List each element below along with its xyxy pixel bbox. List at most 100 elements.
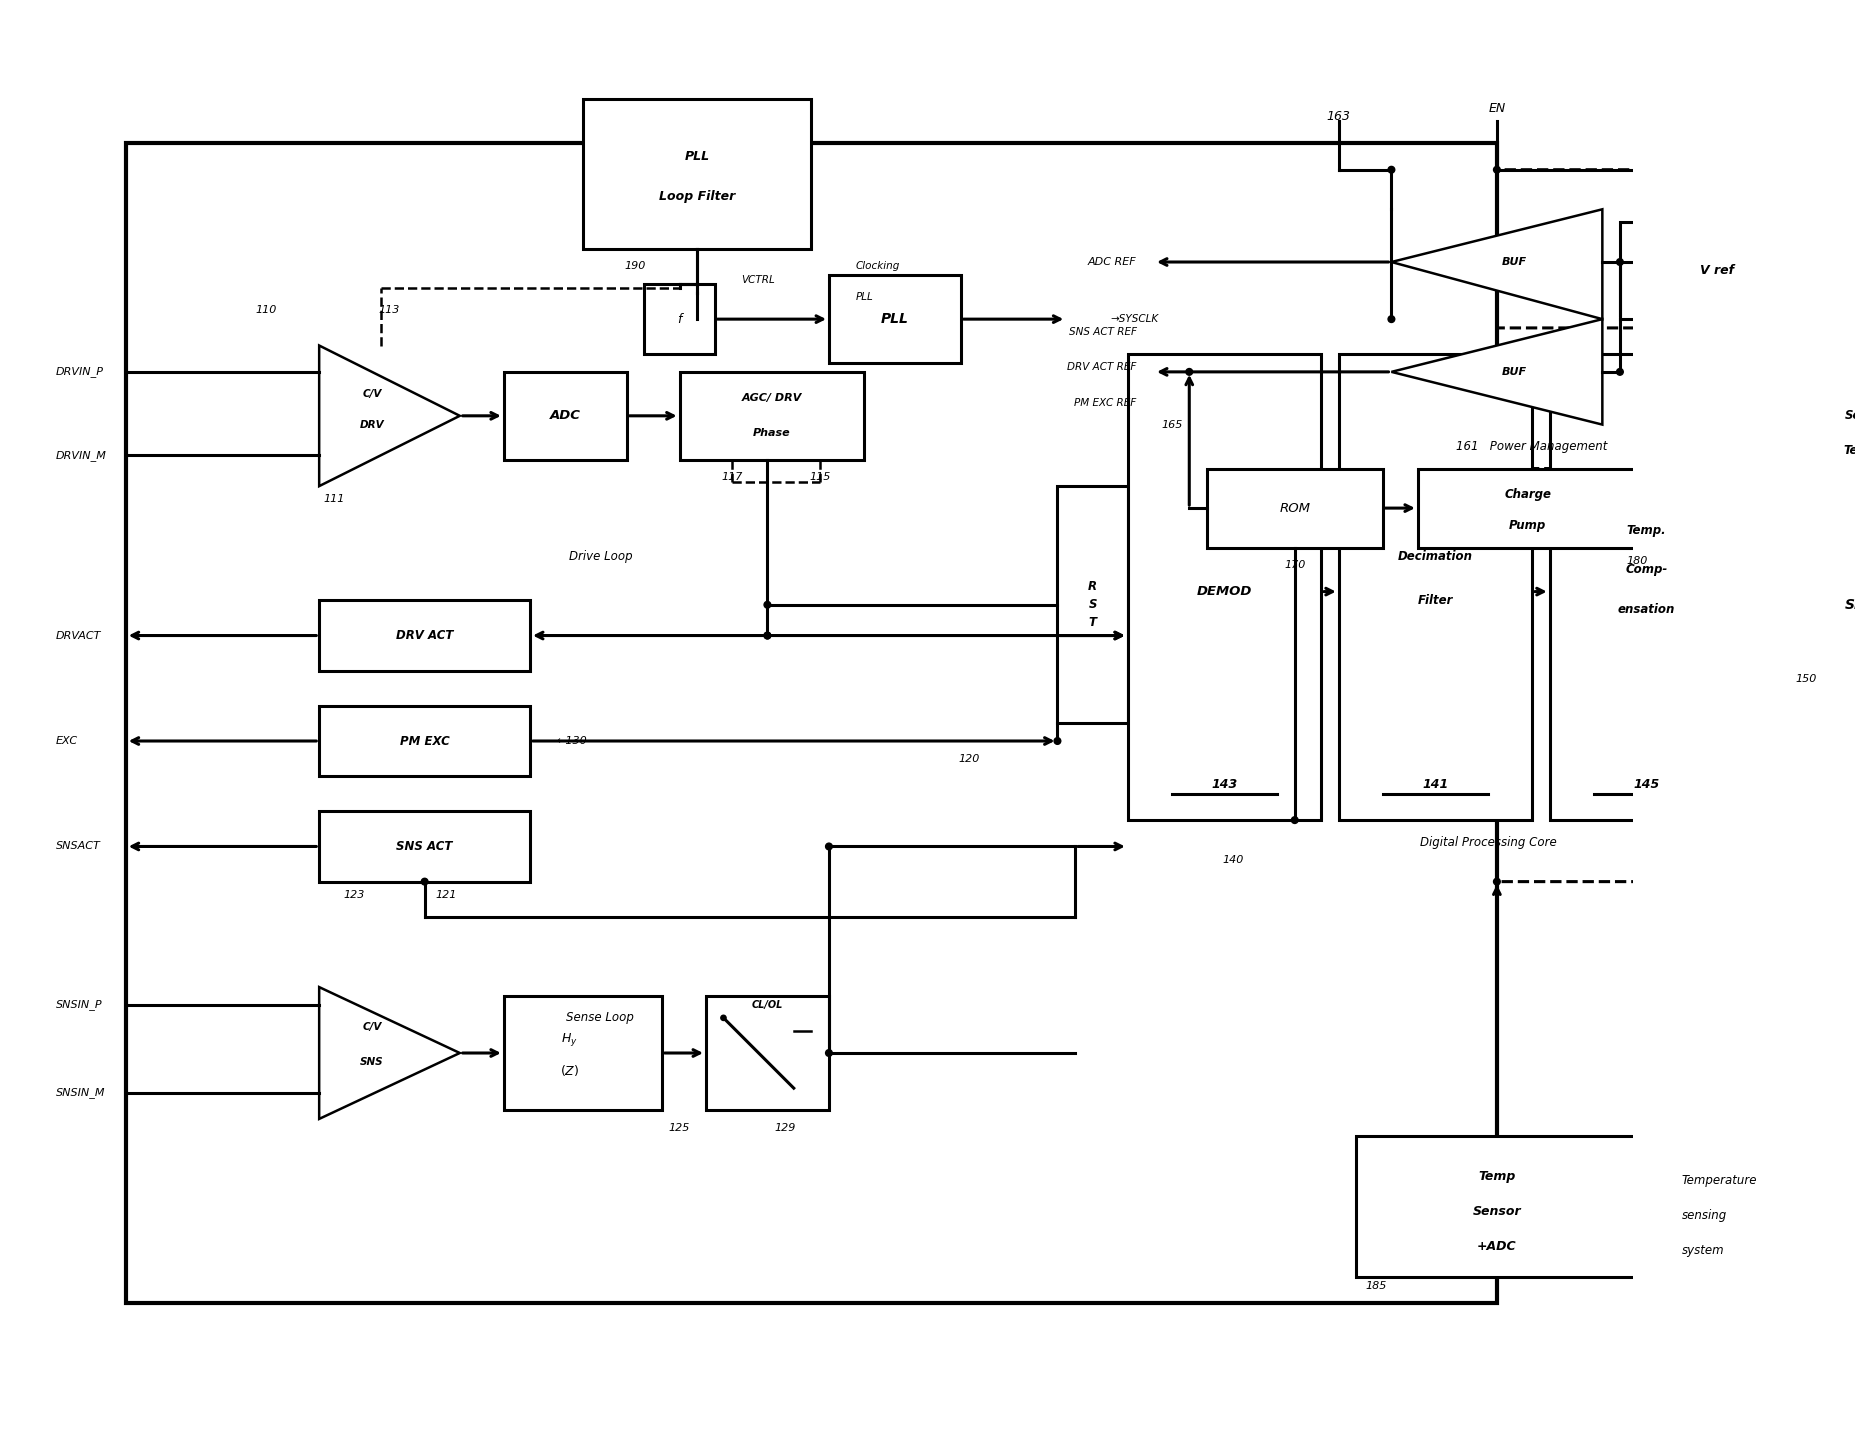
Text: V ref: V ref (1699, 264, 1734, 278)
Text: EN: EN (1488, 102, 1506, 115)
FancyBboxPatch shape (1339, 355, 1532, 819)
Text: Temp.: Temp. (1627, 523, 1666, 536)
Text: 129: 129 (774, 1123, 796, 1133)
Text: 170: 170 (1284, 561, 1306, 570)
Circle shape (421, 878, 429, 885)
Text: SNSIN_M: SNSIN_M (56, 1087, 106, 1098)
Text: 141: 141 (1423, 779, 1449, 792)
Polygon shape (1391, 209, 1603, 320)
Text: ←130: ←130 (556, 737, 588, 745)
FancyBboxPatch shape (1779, 372, 1855, 487)
Text: Sense Loop: Sense Loop (566, 1011, 634, 1024)
Text: DRVACT: DRVACT (56, 631, 100, 641)
Text: DRVIN_M: DRVIN_M (56, 450, 106, 461)
FancyBboxPatch shape (582, 99, 811, 248)
Text: BUF: BUF (1503, 257, 1527, 267)
Text: Phase: Phase (753, 429, 790, 439)
Circle shape (1757, 426, 1764, 433)
Text: DRV ACT REF: DRV ACT REF (1067, 362, 1137, 372)
Circle shape (764, 602, 770, 609)
Text: sensing: sensing (1681, 1209, 1727, 1222)
Text: C/V: C/V (362, 1021, 382, 1032)
Text: 161   Power Management: 161 Power Management (1456, 440, 1608, 453)
FancyBboxPatch shape (1356, 1136, 1638, 1277)
Circle shape (1388, 167, 1395, 173)
Text: Self: Self (1844, 410, 1855, 423)
Text: Digital Processing Core: Digital Processing Core (1419, 835, 1556, 849)
Text: 121: 121 (436, 889, 458, 899)
Circle shape (1634, 259, 1642, 266)
Circle shape (1054, 738, 1061, 744)
Text: 143: 143 (1211, 779, 1237, 792)
FancyBboxPatch shape (319, 706, 531, 776)
Text: Comp-: Comp- (1625, 564, 1668, 577)
Text: 115: 115 (809, 472, 831, 482)
Text: CL/OL: CL/OL (751, 1000, 783, 1010)
Text: ADC REF: ADC REF (1087, 257, 1137, 267)
FancyBboxPatch shape (319, 811, 531, 882)
Text: 120: 120 (959, 754, 979, 764)
Text: $H_y$: $H_y$ (562, 1032, 579, 1048)
FancyBboxPatch shape (1417, 468, 1638, 548)
Text: 150: 150 (1796, 674, 1818, 684)
Text: BUF: BUF (1503, 366, 1527, 376)
FancyBboxPatch shape (1779, 548, 1855, 663)
Circle shape (1493, 878, 1501, 885)
Text: VCTRL: VCTRL (740, 275, 775, 285)
Polygon shape (1391, 320, 1603, 424)
FancyBboxPatch shape (679, 372, 864, 459)
Circle shape (1634, 465, 1642, 472)
Text: Temperature: Temperature (1681, 1174, 1757, 1187)
Text: SPI: SPI (1844, 597, 1855, 612)
Text: f: f (677, 312, 681, 325)
Circle shape (1634, 167, 1642, 173)
Circle shape (1493, 167, 1501, 173)
Circle shape (825, 1049, 833, 1056)
Text: ADC: ADC (549, 410, 581, 423)
Circle shape (1291, 817, 1298, 824)
Text: 123: 123 (343, 889, 365, 899)
Text: 113: 113 (378, 305, 401, 315)
Text: PLL: PLL (855, 292, 874, 302)
Text: PLL: PLL (684, 150, 710, 163)
Circle shape (764, 632, 770, 639)
Text: DRV: DRV (360, 420, 384, 430)
FancyBboxPatch shape (505, 995, 662, 1110)
Text: R
S
T: R S T (1089, 580, 1096, 629)
Text: 163: 163 (1326, 110, 1350, 124)
Text: Drive Loop: Drive Loop (569, 549, 633, 562)
Text: $(Z)$: $(Z)$ (560, 1064, 579, 1078)
Circle shape (764, 632, 770, 639)
Text: ensation: ensation (1618, 603, 1675, 616)
Text: Pump: Pump (1508, 519, 1547, 532)
FancyBboxPatch shape (707, 995, 829, 1110)
Text: SNS ACT: SNS ACT (397, 840, 453, 853)
Text: DRVIN_P: DRVIN_P (56, 366, 104, 378)
Text: Decimation: Decimation (1399, 549, 1473, 562)
Text: 140: 140 (1222, 854, 1245, 865)
Text: 117: 117 (722, 472, 744, 482)
Circle shape (1388, 315, 1395, 323)
Text: 111: 111 (323, 494, 345, 504)
Text: SNS: SNS (360, 1056, 384, 1067)
Text: SNS ACT REF: SNS ACT REF (1068, 327, 1137, 337)
Text: →SYSCLK: →SYSCLK (1109, 314, 1158, 324)
FancyBboxPatch shape (829, 275, 961, 363)
Text: PLL: PLL (881, 312, 909, 325)
Text: Test: Test (1844, 445, 1855, 458)
FancyBboxPatch shape (1619, 222, 1814, 320)
Circle shape (1185, 369, 1193, 375)
Text: PM EXC: PM EXC (401, 735, 449, 747)
FancyBboxPatch shape (319, 600, 531, 671)
Polygon shape (319, 987, 460, 1119)
Text: SNSACT: SNSACT (56, 841, 100, 851)
FancyBboxPatch shape (1128, 355, 1321, 819)
Circle shape (1616, 259, 1623, 266)
Text: Clocking: Clocking (855, 262, 900, 272)
Text: C/V: C/V (362, 389, 382, 398)
Text: 180: 180 (1627, 556, 1649, 565)
Text: ROM: ROM (1280, 501, 1310, 514)
Text: Filter: Filter (1417, 594, 1452, 607)
Text: Loop Filter: Loop Filter (659, 189, 735, 202)
Text: SNSIN_P: SNSIN_P (56, 1000, 102, 1010)
